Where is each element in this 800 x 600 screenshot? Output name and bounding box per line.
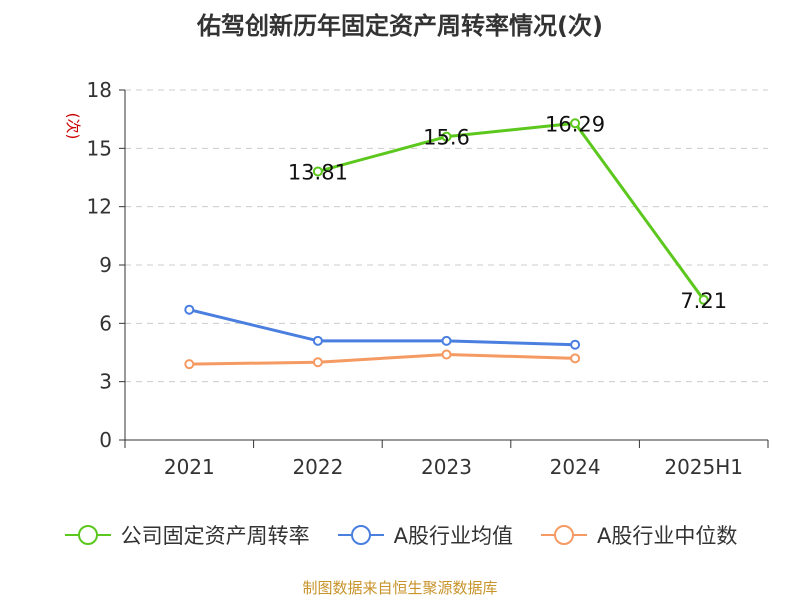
x-tick-label: 2025H1 <box>664 455 743 479</box>
data-point-0 <box>312 166 323 177</box>
legend-label-industry-mean: A股行业均值 <box>393 524 513 548</box>
data-source-note: 制图数据来自恒生聚源数据库 <box>302 579 498 597</box>
series-line-2 <box>189 352 576 366</box>
data-point-2 <box>312 357 323 368</box>
legend-label-company-turnover: 公司固定资产周转率 <box>120 524 310 548</box>
x-tick-label: 2024 <box>550 455 601 479</box>
chart-title: 佑驾创新历年固定资产周转率情况(次) <box>197 12 603 40</box>
y-tick-label: 9 <box>99 253 112 277</box>
data-point-1 <box>570 339 581 350</box>
y-tick-label: 15 <box>87 136 112 160</box>
x-tick-label: 2022 <box>292 455 343 479</box>
y-tick-label: 3 <box>99 370 112 394</box>
y-tick-label: 18 <box>87 78 112 102</box>
legend-marker-green-icon <box>64 525 111 545</box>
data-point-0 <box>441 131 452 142</box>
data-point-0 <box>698 294 709 305</box>
data-point-1 <box>441 335 452 346</box>
legend-marker-orange-icon <box>541 525 587 545</box>
data-point-2 <box>184 359 195 370</box>
y-tick-label: 12 <box>87 195 112 219</box>
legend-item-company-turnover[interactable]: 公司固定资产周转率 <box>63 520 310 550</box>
data-point-0 <box>570 118 581 129</box>
data-point-1 <box>312 335 323 346</box>
y-tick-label: 0 <box>99 428 112 452</box>
data-label: 7.21 <box>680 289 727 313</box>
data-point-2 <box>441 349 452 360</box>
legend-item-industry-mean[interactable]: A股行业均值 <box>336 520 513 550</box>
data-label: 15.6 <box>423 126 470 150</box>
data-label: 13.81 <box>288 160 348 184</box>
data-point-1 <box>184 304 195 315</box>
series-line-1 <box>188 308 576 347</box>
x-tick-label: 2021 <box>164 455 215 479</box>
legend-marker-blue-icon <box>337 525 384 545</box>
y-tick-label: 6 <box>99 311 112 335</box>
y-axis-label: (次) <box>64 113 82 140</box>
series-line-0 <box>317 121 705 301</box>
data-label: 16.29 <box>545 112 605 136</box>
legend-item-industry-median[interactable]: A股行业中位数 <box>539 520 737 550</box>
data-point-2 <box>570 353 581 364</box>
chart-legend: 公司固定资产周转率 A股行业均值 A股行业中位数 <box>0 520 800 550</box>
legend-label-industry-median: A股行业中位数 <box>597 524 738 548</box>
x-tick-label: 2023 <box>421 455 472 479</box>
